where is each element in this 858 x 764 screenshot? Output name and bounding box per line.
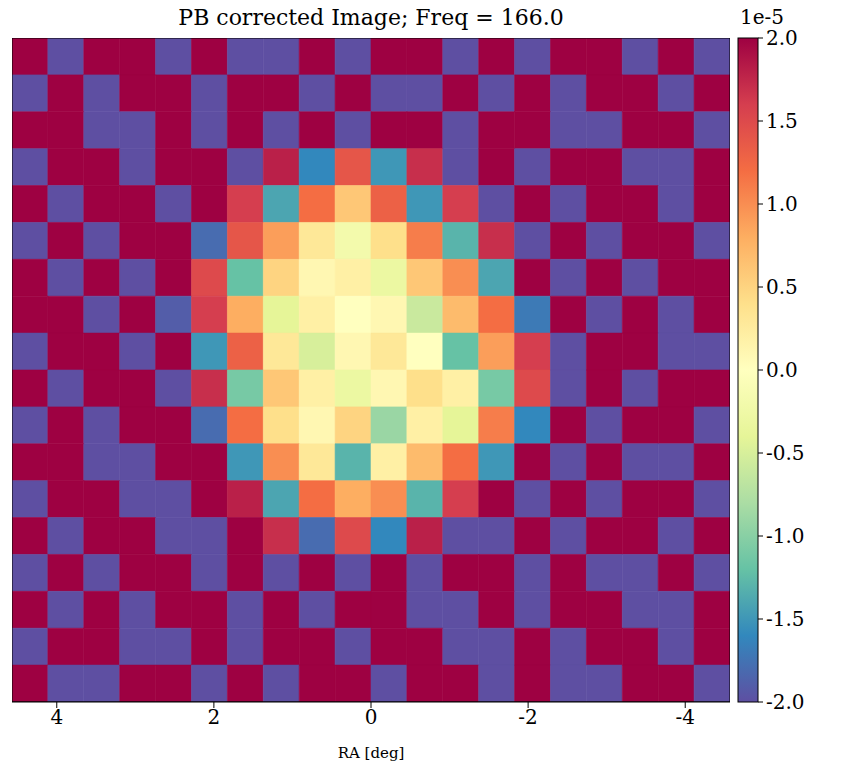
svg-text:0.0: 0.0 [766,358,798,382]
svg-text:RA [deg]: RA [deg] [338,744,405,762]
svg-text:1e-5: 1e-5 [740,5,784,29]
svg-text:2.0: 2.0 [766,26,798,50]
svg-text:2: 2 [208,705,221,729]
svg-text:-2.0: -2.0 [766,690,805,714]
svg-text:-4: -4 [675,705,694,729]
svg-text:0: 0 [365,705,378,729]
html-text:PB corrected Image; Freq = 166: PB corrected Image; Freq = 166.0 [178,5,564,30]
svg-text:1.5: 1.5 [766,109,798,133]
svg-text:-0.5: -0.5 [766,441,805,465]
svg-text:-1.0: -1.0 [766,524,805,548]
svg-text:0.5: 0.5 [766,275,798,299]
svg-text:1.0: 1.0 [766,192,798,216]
svg-text:-2: -2 [518,705,537,729]
svg-text:4: 4 [50,705,63,729]
svg-text:-1.5: -1.5 [766,607,805,631]
